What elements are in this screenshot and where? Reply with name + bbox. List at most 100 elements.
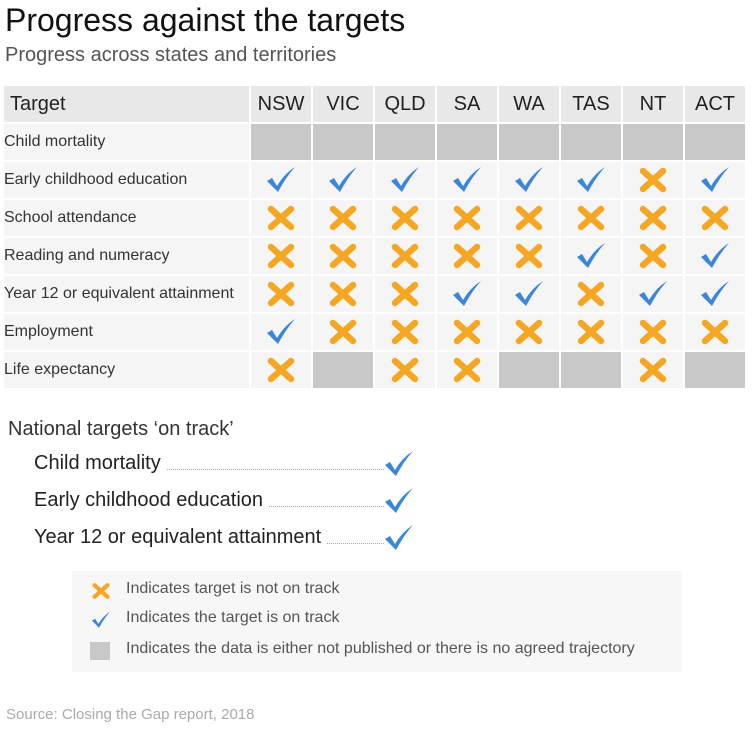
legend-label-not-on-track: Indicates target is not on track (126, 580, 340, 597)
no-data-cell (623, 124, 683, 162)
no-data-cell (561, 124, 621, 162)
column-header-nt: NT (623, 86, 683, 124)
cross-icon (388, 316, 422, 348)
table-header-row: Target NSW VIC QLD SA WA TAS NT ACT (4, 86, 745, 124)
cross-icon (636, 202, 670, 234)
check-icon (636, 278, 670, 310)
check-icon (382, 446, 416, 482)
no-data-cell (251, 124, 311, 162)
column-header-nsw: NSW (251, 86, 311, 124)
on-track-cell (623, 276, 683, 314)
legend-label-on-track: Indicates the target is on track (126, 609, 340, 626)
check-icon (450, 164, 484, 196)
not-on-track-cell (437, 352, 497, 390)
national-target-label: Early childhood education (34, 489, 270, 512)
not-on-track-cell (251, 276, 311, 314)
no-data-cell (499, 124, 559, 162)
column-header-tas: TAS (561, 86, 621, 124)
not-on-track-cell (313, 314, 373, 352)
on-track-cell (499, 162, 559, 200)
national-target-label: Year 12 or equivalent attainment (34, 526, 328, 549)
table-row: Child mortality (4, 124, 745, 162)
not-on-track-cell (251, 200, 311, 238)
not-on-track-cell (251, 352, 311, 390)
no-data-cell (561, 352, 621, 390)
cross-icon (636, 316, 670, 348)
national-target-label: Child mortality (34, 452, 167, 475)
cross-icon (698, 316, 732, 348)
cross-icon (512, 316, 546, 348)
on-track-cell (685, 162, 745, 200)
not-on-track-cell (437, 314, 497, 352)
not-on-track-cell (561, 276, 621, 314)
table-row: Life expectancy (4, 352, 745, 390)
cross-icon (574, 202, 608, 234)
cross-icon (574, 278, 608, 310)
row-label: Early childhood education (4, 162, 249, 200)
row-label: Employment (4, 314, 249, 352)
cross-icon (636, 354, 670, 386)
table-body: Child mortality Early childhood education… (4, 124, 745, 390)
national-target-item: Year 12 or equivalent attainment (34, 525, 424, 556)
not-on-track-cell (375, 238, 435, 276)
on-track-cell (251, 162, 311, 200)
progress-table: Target NSW VIC QLD SA WA TAS NT ACT Child morta… (2, 86, 747, 390)
cross-icon (264, 202, 298, 234)
source-note: Source: Closing the Gap report, 2018 (6, 706, 255, 723)
check-icon (388, 164, 422, 196)
table-row: Employment (4, 314, 745, 352)
no-data-cell (375, 124, 435, 162)
cross-icon (450, 240, 484, 272)
not-on-track-cell (375, 314, 435, 352)
check-icon (382, 483, 416, 519)
cross-icon (388, 278, 422, 310)
on-track-cell (499, 276, 559, 314)
cross-icon (636, 164, 670, 196)
not-on-track-cell (499, 314, 559, 352)
not-on-track-cell (437, 200, 497, 238)
leader-dots (34, 469, 384, 470)
cross-icon (698, 202, 732, 234)
column-header-qld: QLD (375, 86, 435, 124)
not-on-track-cell (251, 238, 311, 276)
row-label: Reading and numeracy (4, 238, 249, 276)
not-on-track-cell (437, 238, 497, 276)
cross-icon (450, 202, 484, 234)
not-on-track-cell (375, 276, 435, 314)
table-row: Early childhood education (4, 162, 745, 200)
cross-icon (326, 278, 360, 310)
row-label: Life expectancy (4, 352, 249, 390)
not-on-track-cell (313, 200, 373, 238)
cross-icon (636, 240, 670, 272)
chart-subtitle: Progress across states and territories (5, 44, 337, 66)
check-icon (512, 164, 546, 196)
not-on-track-cell (499, 200, 559, 238)
no-data-swatch (90, 642, 110, 660)
not-on-track-cell (623, 314, 683, 352)
cross-icon (264, 278, 298, 310)
not-on-track-cell (313, 276, 373, 314)
cross-icon (388, 202, 422, 234)
not-on-track-cell (685, 200, 745, 238)
not-on-track-cell (623, 200, 683, 238)
legend-label-no-data: Indicates the data is either not publish… (126, 640, 635, 657)
check-icon (574, 164, 608, 196)
no-data-cell (685, 124, 745, 162)
check-icon (264, 316, 298, 348)
no-data-cell (685, 352, 745, 390)
cross-icon (326, 316, 360, 348)
on-track-cell (561, 162, 621, 200)
on-track-cell (561, 238, 621, 276)
cross-icon (388, 354, 422, 386)
check-icon (90, 609, 112, 631)
cross-icon (326, 240, 360, 272)
check-icon (574, 240, 608, 272)
check-icon (326, 164, 360, 196)
cross-icon (512, 240, 546, 272)
no-data-cell (437, 124, 497, 162)
on-track-cell (685, 276, 745, 314)
national-target-item: Early childhood education (34, 488, 424, 519)
check-icon (512, 278, 546, 310)
column-header-wa: WA (499, 86, 559, 124)
not-on-track-cell (313, 238, 373, 276)
